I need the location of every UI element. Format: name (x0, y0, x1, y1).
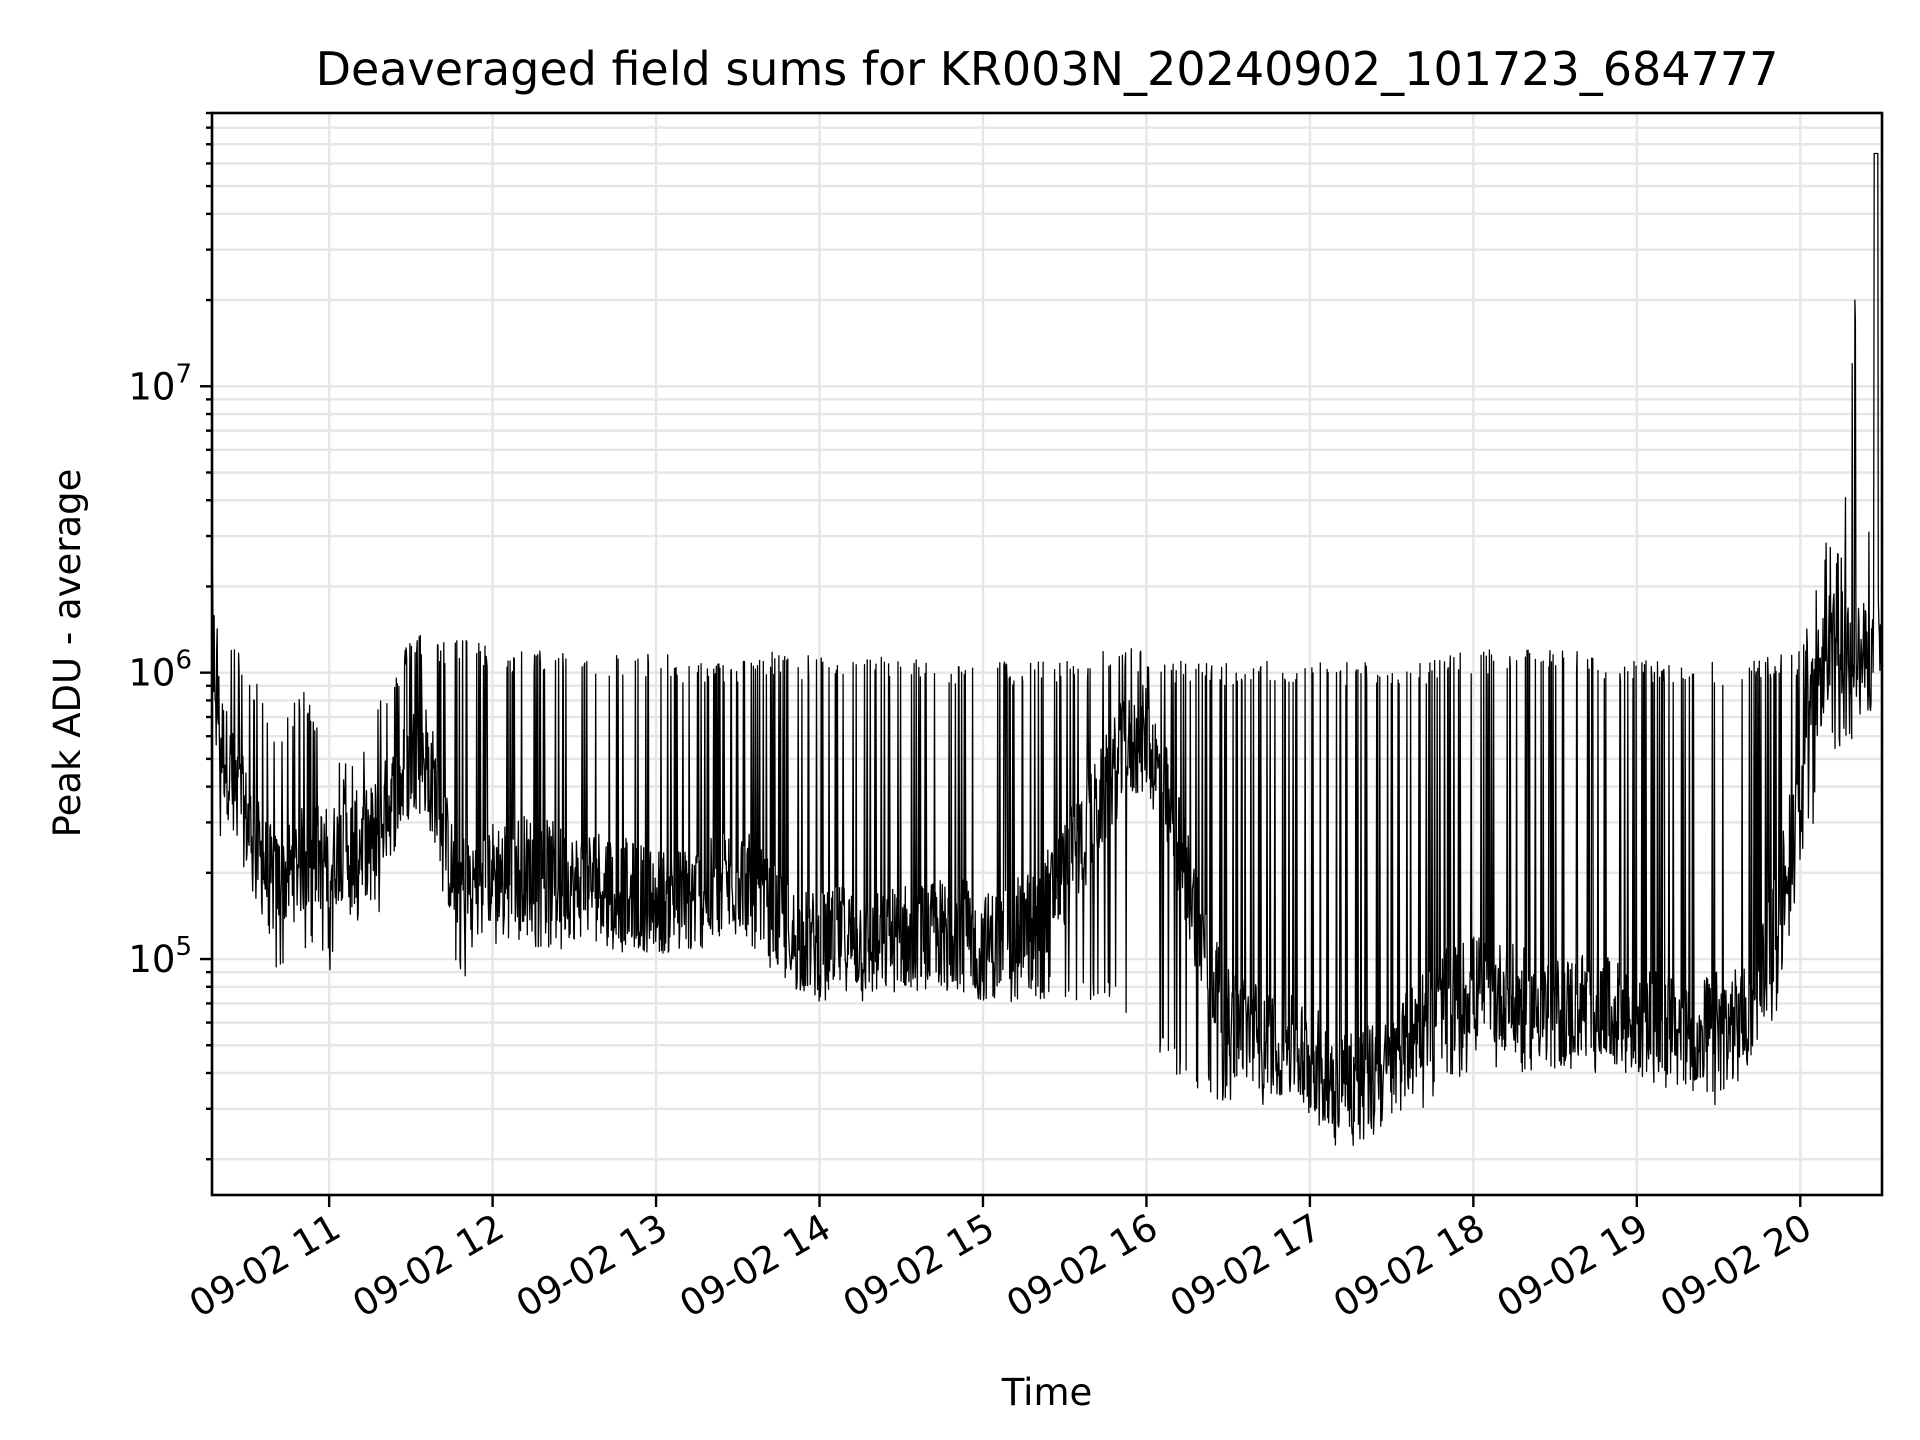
plot-area (211, 152, 1883, 1146)
series-line (211, 152, 1883, 1146)
y-tick-label: 105 (128, 932, 192, 981)
chart-title: Deaveraged field sums for KR003N_2024090… (316, 42, 1779, 96)
x-axis-label: Time (1001, 1371, 1093, 1414)
y-tick-label: 107 (128, 359, 192, 408)
axes-frame (210, 111, 1884, 1197)
y-axis: 105 106 107 (128, 111, 212, 1161)
y-tick-label: 106 (128, 646, 192, 695)
y-axis-label: Peak ADU - average (46, 469, 89, 838)
